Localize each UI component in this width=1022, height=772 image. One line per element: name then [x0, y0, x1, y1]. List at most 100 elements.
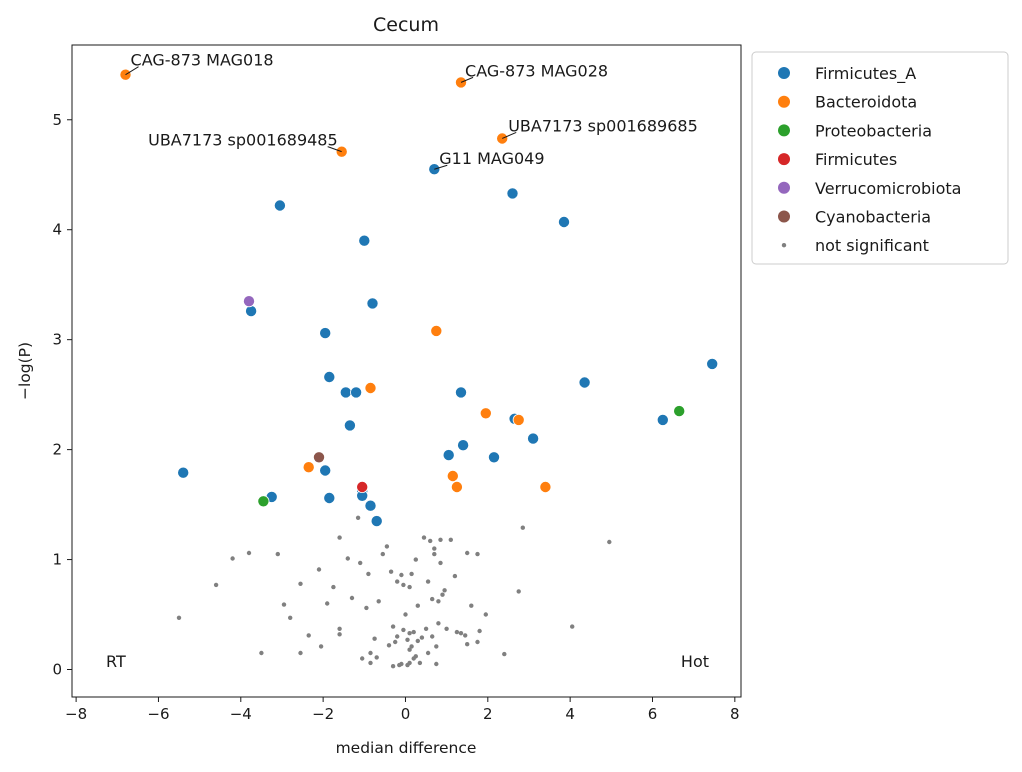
data-point-bacteroidota: [454, 76, 467, 89]
data-point-not-significant: [428, 538, 433, 544]
data-point-not-significant: [452, 573, 458, 579]
annotation-leader-line: [434, 164, 448, 170]
data-point-not-significant: [436, 621, 441, 626]
not-significant-points: [176, 515, 612, 669]
data-point-not-significant: [395, 634, 400, 639]
data-point-not-significant: [288, 615, 293, 620]
legend-marker: [778, 153, 790, 166]
data-point-cyanobacteria: [312, 451, 325, 464]
data-point-not-significant: [417, 660, 423, 666]
data-point-not-significant: [349, 595, 355, 601]
data-point-not-significant: [444, 626, 449, 631]
data-point-not-significant: [432, 546, 437, 551]
data-point-not-significant: [376, 599, 381, 604]
data-point-verrucomicrobiota: [242, 295, 255, 308]
corner-label-right: Hot: [681, 652, 709, 671]
data-point-not-significant: [448, 537, 453, 542]
data-point-not-significant: [465, 550, 470, 556]
point-annotation: G11 MAG049: [439, 149, 544, 168]
data-point-not-significant: [368, 650, 373, 656]
legend-marker: [778, 124, 790, 137]
data-point-not-significant: [298, 650, 303, 656]
chart-title: Cecum: [373, 14, 439, 36]
data-point-not-significant: [390, 624, 396, 629]
data-point-not-significant: [458, 631, 464, 636]
x-tick-label: −2: [312, 705, 334, 723]
x-tick-label: −4: [230, 705, 252, 723]
data-point-not-significant: [401, 582, 406, 588]
data-point-bacteroidota: [496, 132, 509, 145]
data-point-firmicutes-a: [319, 327, 332, 340]
data-point-not-significant: [399, 661, 404, 667]
data-point-not-significant: [360, 656, 365, 661]
data-point-not-significant: [469, 603, 474, 608]
legend-label: Proteobacteria: [815, 121, 932, 140]
legend-marker: [778, 67, 790, 79]
x-axis-ticks: −8 −6 −4 −2 0 2 4 6 8: [65, 697, 740, 723]
data-point-not-significant: [388, 569, 394, 574]
data-point-not-significant: [409, 644, 414, 649]
x-tick-label: −6: [147, 705, 169, 723]
data-point-firmicutes-a: [245, 305, 258, 318]
data-point-not-significant: [368, 660, 373, 666]
data-point-not-significant: [337, 626, 342, 631]
data-point-not-significant: [430, 596, 435, 602]
data-point-not-significant: [337, 632, 342, 637]
point-annotation: CAG-873 MAG028: [465, 61, 608, 80]
data-point-not-significant: [384, 544, 390, 549]
data-point-not-significant: [401, 627, 406, 633]
point-annotations: CAG-873 MAG018 CAG-873 MAG028 UBA7173 sp00…: [125, 51, 698, 170]
data-point-firmicutes-a: [706, 357, 719, 370]
data-point-bacteroidota: [539, 480, 552, 493]
data-point-not-significant: [607, 539, 612, 545]
point-annotation: CAG-873 MAG018: [131, 51, 274, 70]
data-point-firmicutes-a: [442, 449, 455, 462]
data-point-not-significant: [520, 525, 525, 530]
data-point-firmicutes-a: [457, 439, 470, 452]
data-point-firmicutes-a: [370, 515, 383, 528]
data-point-not-significant: [331, 584, 336, 590]
corner-label-left: RT: [106, 652, 126, 671]
data-point-not-significant: [423, 626, 429, 631]
data-point-not-significant: [413, 557, 418, 562]
data-point-not-significant: [411, 629, 416, 635]
data-point-firmicutes: [356, 480, 369, 493]
data-point-not-significant: [434, 644, 439, 649]
y-tick-label: 4: [52, 221, 62, 239]
y-tick-label: 0: [52, 661, 62, 679]
data-point-not-significant: [298, 581, 303, 586]
data-point-not-significant: [364, 605, 369, 611]
data-point-not-significant: [345, 556, 350, 561]
data-point-firmicutes-a: [366, 297, 379, 310]
data-point-not-significant: [475, 551, 480, 557]
data-point-not-significant: [516, 589, 521, 594]
data-point-bacteroidota: [302, 461, 315, 474]
legend-label: Bacteroidota: [815, 93, 917, 112]
data-point-not-significant: [275, 551, 280, 557]
legend-label: not significant: [815, 236, 929, 255]
legend-marker: [778, 95, 790, 108]
data-point-not-significant: [325, 601, 330, 606]
data-point-not-significant: [442, 588, 447, 593]
data-point-not-significant: [413, 654, 418, 659]
data-point-not-significant: [570, 624, 575, 629]
data-point-not-significant: [403, 612, 408, 617]
point-annotation: UBA7173 sp001689685: [508, 116, 698, 135]
data-point-not-significant: [454, 629, 460, 635]
data-point-firmicutes-a: [323, 370, 336, 383]
data-point-bacteroidota: [335, 145, 348, 158]
data-point-not-significant: [407, 584, 412, 590]
data-point-not-significant: [355, 515, 361, 520]
data-point-not-significant: [432, 551, 437, 557]
data-point-not-significant: [438, 560, 443, 566]
legend-marker: [781, 243, 787, 248]
data-point-not-significant: [393, 639, 398, 645]
data-point-firmicutes-a: [350, 386, 363, 399]
data-point-not-significant: [419, 635, 425, 640]
x-tick-label: 8: [730, 705, 740, 723]
data-point-not-significant: [374, 655, 379, 660]
data-point-not-significant: [259, 650, 264, 656]
significant-points: [119, 68, 719, 528]
y-axis-label: −log(P): [16, 342, 34, 400]
